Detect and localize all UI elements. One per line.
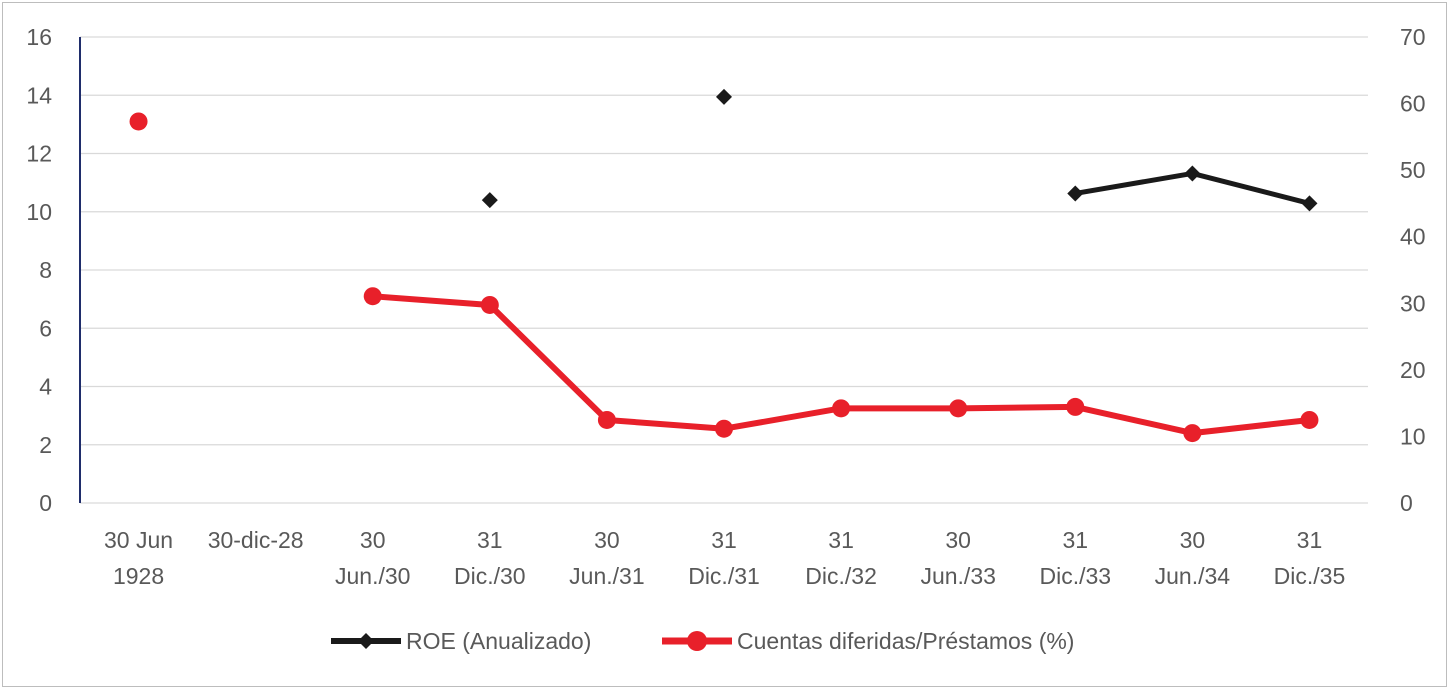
category-label-5-0: 31 bbox=[711, 527, 737, 553]
category-label-2-1: Jun./30 bbox=[335, 563, 410, 589]
legend: ROE (Anualizado) Cuentas diferidas/Présta… bbox=[331, 628, 1074, 654]
right-tick-label-7: 70 bbox=[1400, 24, 1426, 50]
category-label-0-1: 1928 bbox=[113, 563, 164, 589]
category-label-6-1: Dic./32 bbox=[805, 563, 877, 589]
series-1-point-9 bbox=[1183, 424, 1202, 443]
series-1-point-10 bbox=[1300, 410, 1319, 429]
series-1-point-8 bbox=[1066, 397, 1085, 416]
series-markers bbox=[129, 88, 1319, 443]
category-label-6-0: 31 bbox=[828, 527, 854, 553]
category-label-10-1: Dic./35 bbox=[1274, 563, 1346, 589]
right-tick-label-1: 10 bbox=[1400, 423, 1426, 449]
right-tick-label-4: 40 bbox=[1400, 224, 1426, 250]
legend-swatch-marker-0 bbox=[358, 633, 374, 649]
left-tick-label-6: 12 bbox=[26, 141, 52, 167]
left-tick-label-3: 6 bbox=[39, 315, 52, 341]
series-1-point-5 bbox=[715, 419, 733, 438]
left-tick-label-0: 0 bbox=[39, 490, 52, 516]
legend-label-0: ROE (Anualizado) bbox=[406, 628, 591, 654]
category-label-8-0: 31 bbox=[1062, 527, 1088, 553]
category-label-5-1: Dic./31 bbox=[688, 563, 760, 589]
gridlines bbox=[79, 36, 1368, 504]
category-label-8-1: Dic./33 bbox=[1039, 563, 1111, 589]
category-labels: 30 Jun 1928 30-dic-28 30 Jun./30 31 Dic./30 30 J… bbox=[104, 527, 1345, 589]
series-1-point-7 bbox=[949, 399, 968, 418]
left-tick-label-1: 2 bbox=[39, 432, 52, 458]
right-tick-label-5: 50 bbox=[1400, 157, 1426, 183]
left-tick-label-4: 8 bbox=[39, 257, 52, 283]
right-tick-label-6: 60 bbox=[1400, 91, 1426, 117]
left-tick-label-7: 14 bbox=[26, 82, 52, 108]
category-label-1-0: 30-dic-28 bbox=[208, 527, 304, 553]
left-tick-label-8: 16 bbox=[26, 24, 52, 50]
series-1-point-3 bbox=[480, 295, 499, 314]
series-0-point-9 bbox=[1184, 165, 1201, 182]
series-0-point-10 bbox=[1301, 195, 1318, 212]
right-tick-label-3: 30 bbox=[1400, 290, 1426, 316]
series-1-point-2 bbox=[363, 287, 382, 306]
category-label-3-1: Dic./30 bbox=[454, 563, 526, 589]
series-lines bbox=[372, 170, 1311, 437]
series-0-point-8 bbox=[1067, 185, 1084, 202]
category-label-0-0: 30 Jun bbox=[104, 527, 173, 553]
category-label-4-0: 30 bbox=[594, 527, 620, 553]
category-label-7-1: Jun./33 bbox=[920, 563, 995, 589]
legend-label-1: Cuentas diferidas/Préstamos (%) bbox=[737, 628, 1074, 654]
right-tick-label-0: 0 bbox=[1400, 490, 1413, 516]
left-axis-ticks: 0 2 4 6 8 10 12 14 16 bbox=[26, 24, 52, 516]
category-label-9-1: Jun./34 bbox=[1155, 563, 1231, 589]
left-tick-label-5: 10 bbox=[26, 199, 52, 225]
category-label-2-0: 30 bbox=[360, 527, 386, 553]
series-1-point-4 bbox=[597, 410, 616, 429]
right-axis-ticks: 0 10 20 30 40 50 60 70 bbox=[1400, 24, 1426, 516]
category-label-3-0: 31 bbox=[477, 527, 503, 553]
legend-swatch-marker-1 bbox=[687, 631, 707, 651]
category-label-4-1: Jun./31 bbox=[569, 563, 644, 589]
series-0-point-3 bbox=[481, 192, 498, 209]
category-label-7-0: 30 bbox=[945, 527, 971, 553]
series-1-point-6 bbox=[832, 399, 851, 418]
category-label-9-0: 30 bbox=[1180, 527, 1206, 553]
series-1-point-0 bbox=[129, 112, 148, 131]
right-tick-label-2: 20 bbox=[1400, 357, 1426, 383]
series-0-point-5 bbox=[716, 88, 732, 105]
left-tick-label-2: 4 bbox=[39, 374, 52, 400]
category-label-10-0: 31 bbox=[1297, 527, 1323, 553]
